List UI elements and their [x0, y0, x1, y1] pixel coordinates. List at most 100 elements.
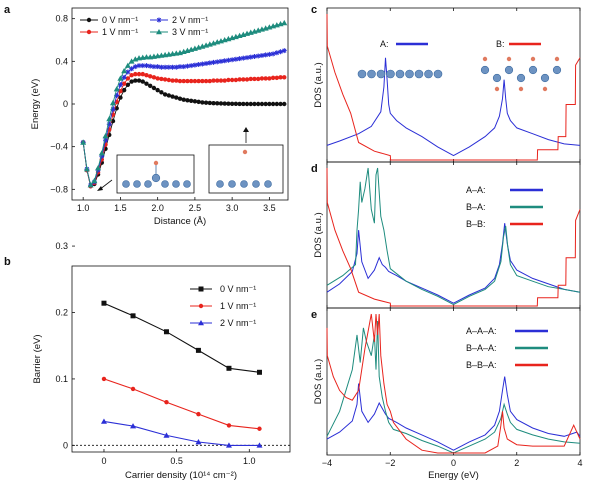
- data-point-a: [207, 60, 213, 66]
- atom-inset: [151, 173, 161, 183]
- atom-structure-b: [516, 73, 526, 83]
- data-point-a: [248, 101, 253, 107]
- legend-label-a: 0 V nm⁻¹: [102, 15, 138, 25]
- legend-label-a: 1 V nm⁻¹: [102, 27, 138, 37]
- data-point-a: [278, 101, 283, 107]
- data-point-a: [132, 64, 138, 70]
- legend-label-b: 1 V nm⁻¹: [220, 301, 256, 311]
- data-point-a: [117, 82, 123, 88]
- data-point-a: [185, 98, 190, 103]
- panel-d: DOS (a.u.) A–A: B–A: B–B:: [313, 161, 581, 309]
- atom-inset: [133, 180, 141, 188]
- data-point-a: [226, 77, 231, 83]
- data-point-a: [207, 100, 212, 106]
- data-point-a: [114, 92, 120, 98]
- atom-inset: [122, 180, 130, 188]
- data-point-a: [133, 71, 138, 77]
- data-point-a: [244, 101, 250, 107]
- x-tick-label-e: −4: [322, 458, 332, 468]
- x-tick-label-b: 0.5: [170, 456, 183, 466]
- atom-structure-a: [367, 69, 376, 79]
- data-point-a: [248, 76, 253, 82]
- x-tick-label-b: 0: [101, 456, 106, 466]
- y-tick-label-b: 0.1: [55, 374, 68, 384]
- atom-structure-a: [414, 69, 424, 79]
- data-point-a: [207, 78, 212, 84]
- data-point-a: [188, 78, 194, 84]
- data-point-a: [244, 77, 250, 82]
- data-point-a: [109, 99, 116, 106]
- data-point-b: [101, 376, 107, 382]
- data-point-a: [263, 76, 268, 81]
- atom-structure-b: [540, 73, 550, 83]
- panel-letter-b: b: [4, 256, 11, 268]
- data-point-a: [222, 78, 227, 83]
- data-point-a: [192, 99, 198, 104]
- data-point-a: [136, 78, 142, 83]
- data-point-a: [151, 64, 157, 70]
- x-tick-label-a: 3.5: [263, 203, 276, 213]
- atom-structure-b: [480, 65, 490, 75]
- dos-curve-d: [326, 167, 581, 306]
- oxygen-atom-b: [518, 86, 524, 92]
- series-line-b: [103, 420, 260, 446]
- data-point-a: [162, 77, 168, 82]
- data-point-a: [162, 64, 168, 70]
- legend-marker-b: [198, 286, 204, 292]
- oxygen-atom-b: [494, 86, 500, 92]
- data-point-a: [106, 121, 112, 127]
- data-point-a: [211, 59, 217, 65]
- x-tick-label-a: 2.5: [189, 203, 202, 213]
- axes-frame-d: [326, 161, 581, 309]
- data-point-a: [266, 51, 272, 57]
- data-point-a: [136, 63, 142, 69]
- data-point-b: [101, 300, 107, 306]
- x-axis-label-e: Energy (eV): [428, 470, 479, 481]
- data-point-a: [218, 78, 224, 83]
- x-tick-label-a: 1.0: [77, 203, 90, 213]
- data-point-a: [241, 77, 246, 82]
- data-point-a: [274, 75, 280, 81]
- legend-label-b: 2 V nm⁻¹: [220, 318, 256, 328]
- data-point-a: [144, 81, 149, 86]
- data-point-a: [229, 77, 235, 83]
- oxygen-atom-b: [530, 56, 536, 62]
- data-point-a: [133, 78, 138, 83]
- data-point-b: [164, 399, 169, 405]
- atom-inset: [172, 180, 180, 188]
- adatom-inset: [153, 160, 159, 166]
- data-point-a: [237, 56, 243, 62]
- arrow-head: [243, 127, 249, 132]
- series-line-b: [103, 378, 260, 430]
- data-point-a: [270, 101, 276, 107]
- legend-label-d: B–A:: [466, 202, 486, 212]
- data-point-a: [184, 63, 190, 69]
- data-point-a: [203, 100, 209, 105]
- atom-inset: [252, 180, 260, 188]
- data-point-a: [129, 79, 134, 84]
- dos-curve-e: [326, 376, 581, 451]
- data-point-a: [196, 62, 202, 68]
- data-point-a: [282, 75, 287, 80]
- y-tick-label-a: 0: [63, 99, 68, 109]
- x-tick-label-a: 2.0: [151, 203, 164, 213]
- arrow-head: [97, 186, 103, 191]
- legend-marker-a: [156, 29, 162, 35]
- legend-label-e: B–B–A:: [466, 360, 497, 370]
- oxygen-atom-b: [542, 86, 548, 92]
- data-point-a: [80, 139, 87, 145]
- dos-curve-e: [326, 313, 581, 454]
- data-point-b: [256, 369, 262, 375]
- legend-marker-b: [198, 320, 204, 326]
- data-point-b: [100, 418, 107, 424]
- y-tick-label-b: 0: [63, 440, 68, 450]
- data-point-b: [225, 442, 232, 448]
- panel-e: DOS (a.u.) −4 −2 0 2 4 Energy (eV) A–A–A: B–A–A:…: [313, 307, 583, 481]
- data-point-a: [199, 61, 205, 67]
- legend-label-d: B–B:: [466, 219, 486, 229]
- y-tick-label-b: 0.3: [55, 241, 68, 251]
- data-point-a: [274, 101, 280, 107]
- data-point-b: [257, 426, 262, 431]
- dos-curve-d: [326, 167, 581, 307]
